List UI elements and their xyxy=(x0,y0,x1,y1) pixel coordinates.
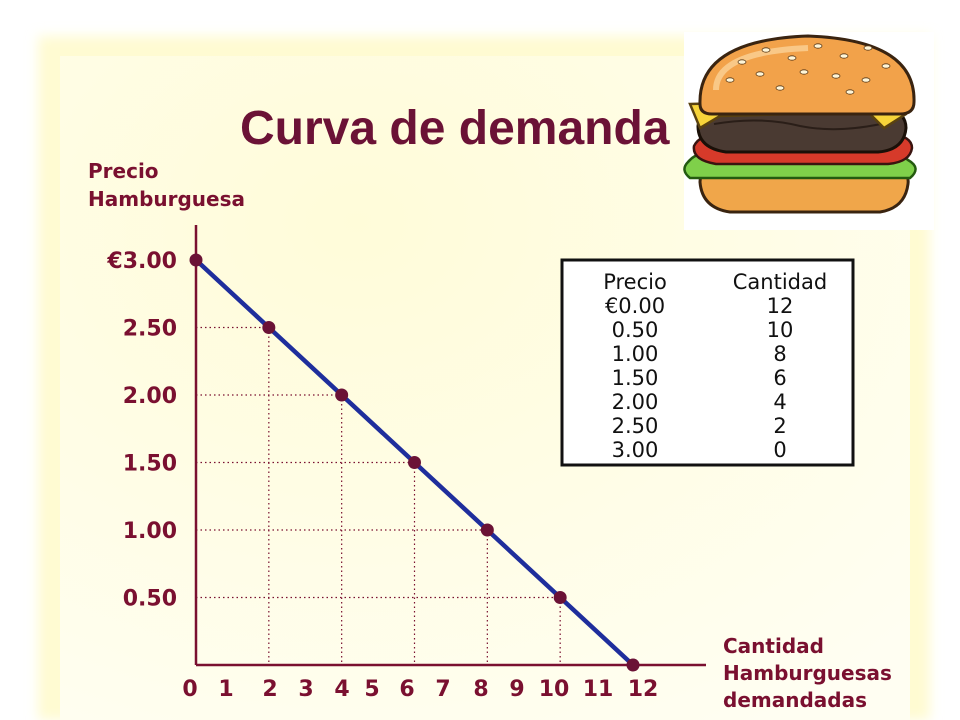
data-point xyxy=(553,591,567,604)
x-tick-labels: 0 1 2 3 4 5 6 7 8 9 10 11 12 xyxy=(182,677,658,702)
data-point xyxy=(626,658,640,672)
price-quantity-table: Precio Cantidad €0.00 12 0.50 10 1.00 8 1.50 6 2.0… xyxy=(560,258,855,467)
patty-texture xyxy=(713,119,891,131)
table-header-quantity: Cantidad xyxy=(733,270,827,294)
x-axis-title-line-1: Cantidad xyxy=(723,634,824,658)
table-cell-price: 1.50 xyxy=(612,366,659,390)
table-cell-quantity: 0 xyxy=(773,438,786,462)
grid-guides xyxy=(196,326,561,665)
x-tick-label: 2 xyxy=(262,677,277,702)
x-tick-label: 11 xyxy=(583,677,614,702)
x-tick-label: 6 xyxy=(399,677,414,702)
sesame-seeds xyxy=(725,43,891,95)
y-tick-label: 1.00 xyxy=(123,519,177,544)
table-cell-quantity: 2 xyxy=(773,414,786,438)
series-layer xyxy=(189,253,640,672)
table-content: Precio Cantidad €0.00 12 0.50 10 1.00 8 1.50 6 2.0… xyxy=(603,270,827,462)
data-point xyxy=(408,456,421,469)
y-axis-title-line-1: Precio xyxy=(88,159,159,183)
table-cell-price: 0.50 xyxy=(612,318,659,342)
table-cell-quantity: 6 xyxy=(773,366,786,390)
axes xyxy=(194,225,706,667)
hamburger-illustration xyxy=(683,32,934,230)
x-tick-label: 9 xyxy=(509,677,524,702)
x-tick-label: 5 xyxy=(364,677,379,702)
x-tick-label: 1 xyxy=(218,677,233,702)
y-tick-label: 2.50 xyxy=(123,317,177,342)
x-axis-title-line-2: Hamburguesas xyxy=(723,661,892,685)
table-frame xyxy=(560,258,855,467)
y-tick-label: 2.00 xyxy=(123,384,177,409)
data-point xyxy=(480,523,494,537)
data-point xyxy=(189,253,203,267)
table-cell-quantity: 12 xyxy=(767,294,794,318)
x-tick-label: 0 xyxy=(182,677,197,702)
x-tick-label: 4 xyxy=(334,677,349,702)
data-point xyxy=(262,321,276,334)
x-tick-label: 7 xyxy=(435,677,450,702)
chart-title: Curva de demanda xyxy=(240,102,670,155)
y-tick-label: 0.50 xyxy=(123,587,177,612)
data-point xyxy=(335,388,349,402)
table-header-price: Precio xyxy=(603,270,667,294)
x-axis-title-line-3: demandadas xyxy=(723,688,867,712)
x-tick-label: 3 xyxy=(298,677,313,702)
table-cell-price: 2.50 xyxy=(612,414,659,438)
table-cell-price: €0.00 xyxy=(605,294,665,318)
y-axis-title-line-2: Hamburguesa xyxy=(88,187,245,211)
x-axis-title: Cantidad Hamburguesas demandadas xyxy=(723,634,899,712)
table-cell-price: 1.00 xyxy=(612,342,659,366)
table-cell-quantity: 4 xyxy=(773,390,786,414)
table-cell-quantity: 8 xyxy=(773,342,786,366)
x-tick-label: 12 xyxy=(628,677,659,702)
x-tick-label: 8 xyxy=(473,677,488,702)
table-cell-price: 3.00 xyxy=(612,438,659,462)
y-axis-title: Precio Hamburguesa xyxy=(88,159,245,211)
y-tick-label: 1.50 xyxy=(123,452,177,477)
y-tick-label: €3.00 xyxy=(106,249,177,274)
table-cell-price: 2.00 xyxy=(612,390,659,414)
table-cell-quantity: 10 xyxy=(767,318,794,342)
x-tick-label: 10 xyxy=(539,677,570,702)
y-tick-labels: €3.00 2.50 2.00 1.50 1.00 0.50 xyxy=(106,249,177,612)
